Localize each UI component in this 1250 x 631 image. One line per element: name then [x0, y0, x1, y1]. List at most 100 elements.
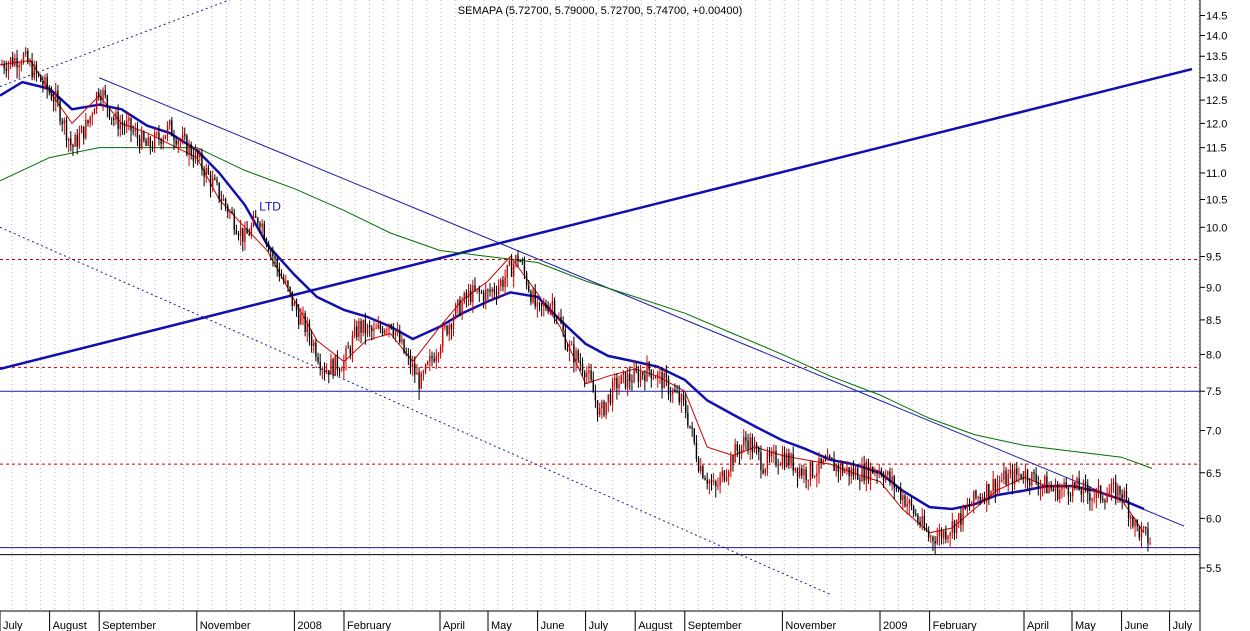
candle-body: [147, 137, 149, 146]
candle-body: [755, 444, 758, 448]
candle-body: [786, 453, 788, 467]
candle-body: [405, 352, 407, 355]
candle-body: [250, 225, 253, 236]
candle-body: [790, 453, 792, 466]
candle-body: [1024, 470, 1027, 480]
candle-body: [861, 464, 863, 482]
candle-body: [837, 464, 840, 472]
candle-body: [700, 466, 702, 472]
candle-body: [20, 62, 23, 66]
candle-body: [293, 302, 296, 306]
candle-body: [1041, 484, 1044, 486]
candle-body: [730, 456, 732, 472]
candle-body: [315, 342, 317, 358]
candle-body: [424, 364, 427, 372]
candle-body: [300, 314, 302, 325]
candle-body: [1018, 473, 1020, 475]
candle-body: [452, 317, 455, 329]
candle-body: [930, 536, 932, 538]
y-tick-label: 8.0: [1206, 349, 1221, 361]
candle-body: [403, 339, 405, 353]
x-tick-label: July: [3, 620, 23, 631]
candle-body: [437, 353, 440, 356]
candle-body: [207, 167, 210, 174]
candle-body: [422, 371, 425, 374]
trend-line-channel-upper: [0, 0, 231, 88]
candle-body: [166, 125, 169, 136]
candle-body: [1009, 469, 1012, 474]
candle-body: [764, 468, 766, 474]
candle-body: [728, 471, 730, 477]
candle-body: [306, 322, 308, 332]
candle-body: [586, 372, 588, 378]
candle-body: [564, 330, 566, 349]
candle-body: [545, 303, 547, 309]
candle-body: [1054, 483, 1057, 491]
candle-body: [590, 370, 592, 380]
candle-body: [1016, 468, 1018, 475]
candle-body: [938, 530, 941, 537]
candle-body: [16, 57, 18, 68]
x-tick-label: August: [53, 620, 87, 631]
candle-body: [229, 210, 231, 213]
candle-body: [566, 348, 569, 351]
candle-body: [280, 276, 283, 278]
candle-body: [609, 394, 612, 404]
candle-body: [336, 355, 339, 370]
candle-body: [1097, 485, 1100, 490]
y-tick-label: 6.5: [1206, 468, 1221, 480]
candle-body: [753, 444, 756, 452]
candle-body: [889, 471, 891, 482]
candle-body: [945, 530, 947, 540]
candle-body: [474, 285, 476, 291]
candle-body: [953, 521, 956, 533]
candle-body: [1091, 498, 1093, 501]
candle-body: [85, 119, 87, 139]
candle-body: [833, 459, 835, 472]
candle-body: [958, 513, 960, 520]
y-tick-label: 13.0: [1206, 73, 1227, 85]
candle-body: [900, 488, 902, 501]
candle-body: [110, 117, 113, 119]
x-tick-label: May: [491, 620, 512, 631]
moving-averages: [0, 59, 1153, 534]
candle-body: [70, 138, 72, 145]
candle-body: [506, 264, 508, 278]
candle-body: [1106, 495, 1108, 503]
candle-body: [923, 516, 926, 528]
candle-body: [803, 469, 805, 476]
candle-body: [549, 304, 551, 312]
candle-body: [347, 347, 349, 349]
candle-body: [1138, 526, 1141, 538]
candle-body: [119, 122, 121, 129]
candle-body: [1087, 484, 1089, 494]
candle-body: [990, 491, 992, 497]
candle-body: [169, 120, 171, 126]
candle-body: [117, 111, 119, 129]
candle-body: [1037, 482, 1039, 490]
candle-body: [1112, 482, 1115, 484]
candle-body: [55, 90, 57, 102]
candle-body: [304, 313, 306, 332]
candle-body: [1089, 493, 1091, 501]
candle-body: [596, 400, 599, 416]
candle-body: [876, 471, 878, 474]
candle-body: [869, 466, 872, 481]
candle-body: [1048, 486, 1050, 494]
candle-body: [1029, 481, 1031, 486]
candle-body: [669, 394, 672, 396]
candle-body: [951, 521, 953, 533]
candle-body: [1136, 519, 1138, 527]
x-tick-label: August: [638, 620, 672, 631]
candle-body: [633, 368, 635, 383]
candle-body: [18, 65, 20, 68]
candle-body: [255, 215, 257, 218]
x-tick-label: February: [933, 620, 978, 631]
x-tick-label: November: [200, 620, 251, 631]
candle-body: [173, 136, 175, 141]
candle-body: [31, 60, 33, 78]
y-tick-label: 6.0: [1206, 513, 1221, 525]
candle-body: [650, 369, 652, 379]
candle-body: [921, 516, 923, 525]
candle-body: [130, 117, 132, 131]
